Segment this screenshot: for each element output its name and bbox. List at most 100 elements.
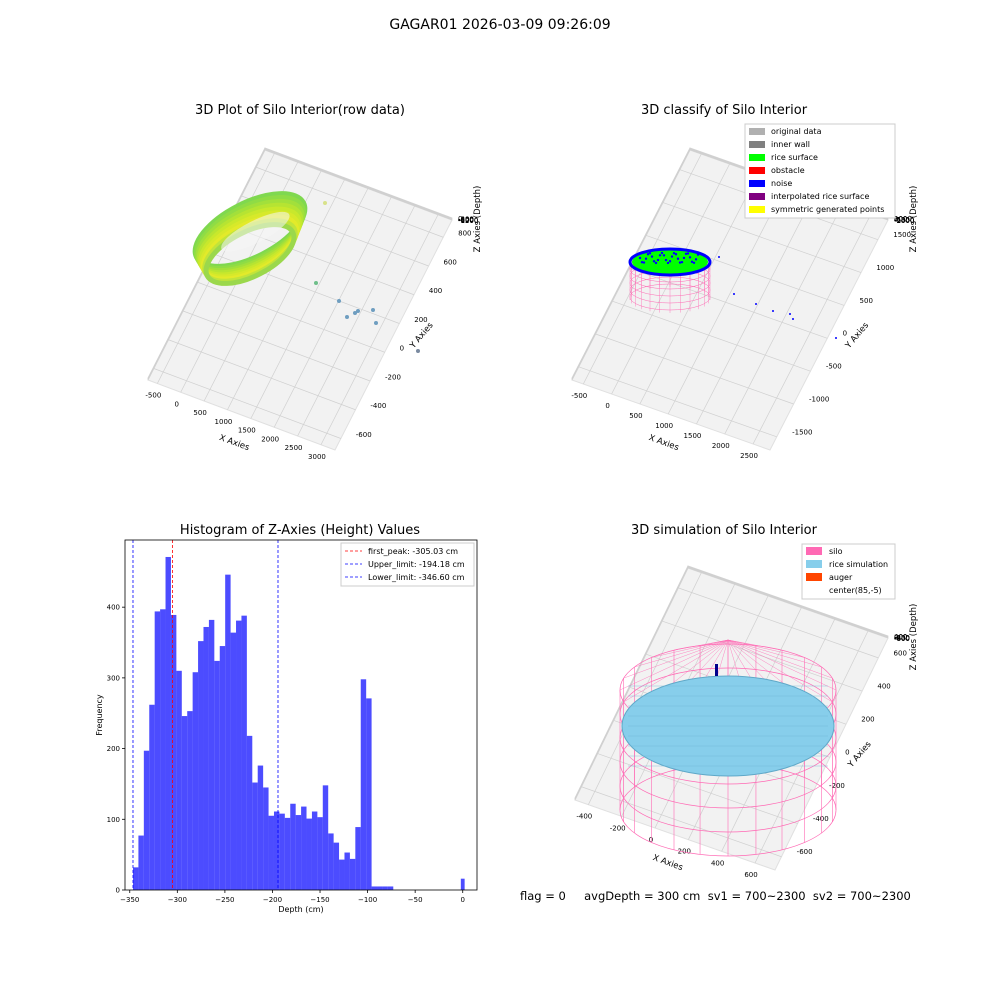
z-tick-label: -600 [458,216,474,224]
y-tick-label: 400 [877,682,890,690]
grid-line [197,281,385,353]
z-tick-label: -200 [458,215,474,223]
x-tick-label: 0 [649,836,653,844]
noise-point [690,260,694,264]
grid-line [639,173,759,405]
histogram-bar [284,817,291,890]
histogram-bar [268,815,274,890]
floor-pane [147,149,453,451]
z-tick-label: -400 [894,634,910,642]
grid-line [578,366,777,438]
grid-line [147,149,453,381]
classify-legend-label: obstacle [771,166,805,175]
histogram-bar [241,615,247,890]
x-tick-label: −100 [358,896,377,904]
z-tick-label: -500 [894,216,910,224]
noise-point [638,256,642,260]
noise-outlier-point [733,293,735,295]
histogram-bar [382,886,388,890]
histogram-bar [295,815,302,890]
noise-point [654,261,658,265]
x-tick-label: 0 [605,402,609,410]
raw-outlier-point [374,321,378,325]
simulation-legend-swatch [806,586,822,594]
x-tick-label: 500 [193,409,206,417]
grid-line [320,214,439,445]
classify-3d-plot: -50005001000150020002500150010005000-500… [571,123,919,460]
histogram-bar [279,813,285,890]
x-axis-label: X Axies [647,433,680,453]
simulation-3d-plot: -400-20002004006006004002000-200-400-600… [574,543,919,879]
histogram-bar [366,698,372,890]
classify-legend-swatch [749,206,765,213]
grid-line [662,202,862,273]
histogram-bar [339,859,345,890]
x-axis-label: Depth (cm) [278,905,323,914]
x-tick-label: -500 [145,392,161,400]
x-tick-label: −350 [120,896,139,904]
raw-3d-plot: -500050010001500200025003000800600400200… [145,147,483,461]
z-tick-label: -400 [458,216,474,224]
histogram-bar [328,833,334,890]
z-tick-label: -600 [894,635,910,643]
grid-line [752,213,872,445]
z-axis-label: Z Axies (Depth) [473,186,483,253]
classify-legend-label: original data [771,127,822,136]
grid-line [256,166,444,238]
classify-legend-swatch [749,154,765,161]
z-tick-label: -800 [894,635,910,643]
noise-point [672,251,676,255]
y-tick-label: 800 [458,230,471,238]
x-tick-label: -500 [571,392,587,400]
x-tick-label: 1500 [238,427,256,435]
x-tick-label: −200 [263,896,282,904]
histogram-bar [301,806,307,890]
histogram-bar [170,614,177,890]
silo-roof-line [727,639,822,668]
noise-point [640,261,644,264]
silo-roof-line [727,639,783,651]
noise-point [694,258,698,261]
simulation-legend-label: rice simulation [829,560,888,569]
simulation-legend-label: silo [829,547,843,556]
histogram-bar [219,646,226,890]
histogram-bar [165,556,171,890]
grid-line [581,786,782,858]
simulation-panel-title: 3D simulation of Silo Interior [631,523,817,538]
y-tick-label: 200 [861,716,874,724]
y-tick-label: -200 [829,782,845,790]
histogram-bar [371,886,378,890]
noise-point [668,260,672,263]
histogram-bar [252,782,258,890]
z-tick-label: -1500 [894,217,914,225]
grid-line [696,193,815,425]
z-tick-label: 0 [894,634,898,642]
histogram-bar [349,858,356,890]
histogram-bar [387,886,394,890]
grid-line [574,567,889,801]
noise-point [662,254,666,257]
histogram-chart: −350 −300 −250 −200 −150 −100 −50 0 0 100 200 300 40… [95,539,478,914]
histogram-bar [208,619,215,890]
y-tick-label: 0 [843,330,847,338]
z-tick-label: -1000 [458,217,478,225]
z-axis-label: Z Axies (Depth) [909,186,919,253]
histogram-bar [306,818,312,890]
y-tick-label: 1500 [893,231,911,239]
x-tick-label: 500 [629,412,642,420]
histogram-legend-box [340,542,475,587]
noise-point [648,252,652,255]
histogram-bar [246,735,253,890]
noise-point [644,257,648,260]
histogram-bar [198,641,204,890]
histogram-bar [192,672,199,890]
grid-line [273,197,392,428]
noise-point [696,253,700,256]
status-line: flag = 0 avgDepth = 300 cm sv1 = 700~230… [520,889,911,903]
z-tick-label: 0 [458,215,462,223]
y-tick-label: 400 [429,287,442,295]
grid-line [182,310,371,382]
noise-outlier-point [772,310,774,312]
y-tick-label: -1000 [809,395,829,403]
